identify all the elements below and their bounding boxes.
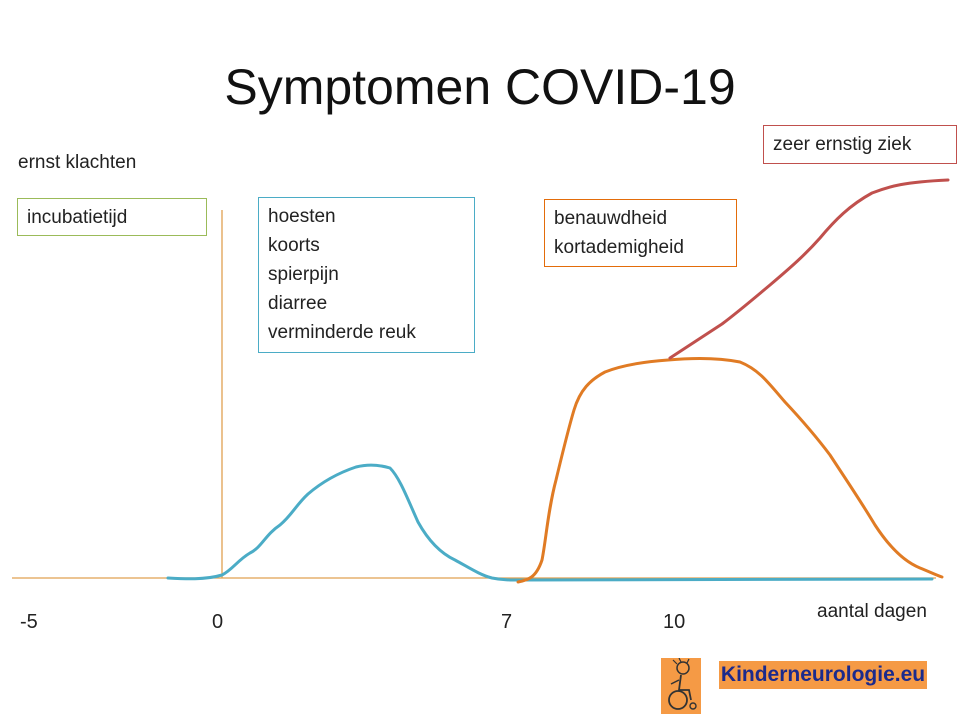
severe-illness-line: zeer ernstig ziek [773,134,912,155]
x-axis-label: aantal dagen [817,601,927,622]
mild-symptom-line: spierpijn [268,264,339,285]
x-tick-label: -5 [20,611,38,633]
page-title: Symptomen COVID-19 [224,59,736,115]
x-tick-label: 10 [663,611,686,633]
moderate-symptoms-curve [516,356,944,584]
mild-symptom-line: verminderde reuk [268,322,416,343]
severe-illness-box: zeer ernstig ziek [763,125,957,164]
x-tick-label: 7 [501,611,513,633]
mild-symptom-line: koorts [268,235,320,256]
mild-symptom-line: hoesten [268,206,336,227]
breathing-symptom-line: kortademigheid [554,237,684,258]
mild-symptom-line: diarree [268,293,328,314]
incubation-box: incubatietijd [17,198,207,236]
x-tick-label: 0 [212,611,224,633]
breathing-symptom-line: benauwdheid [554,208,668,229]
wheelchair-child-icon [661,658,701,714]
mild-symptoms-curve [166,463,934,582]
mild-symptoms-box: hoesten koorts spierpijn diarree vermind… [258,197,475,353]
incubation-line: incubatietijd [27,207,128,228]
breathing-symptoms-box: benauwdheid kortademigheid [544,199,737,267]
y-axis-label: ernst klachten [18,152,137,173]
severe-symptoms-curve [668,178,950,360]
logo-text: Kinderneurologie.eu [719,661,927,689]
